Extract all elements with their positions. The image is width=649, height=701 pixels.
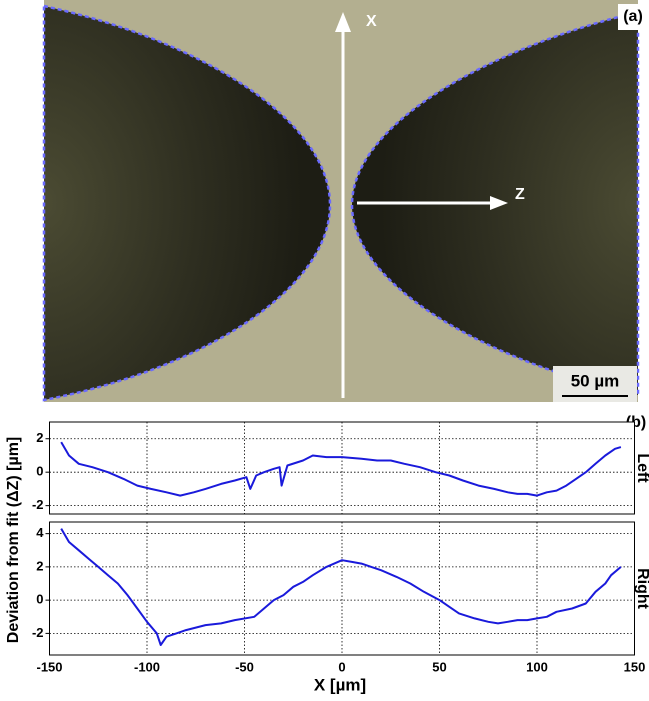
x-tick-label: -150 <box>36 659 62 674</box>
y-axis-title: Deviation from fit (ΔZ) [µm] <box>5 437 22 643</box>
figure: X Z 50 µm (a) (b) X [µm] Deviation from … <box>0 0 649 696</box>
micrograph: X Z 50 µm (a) <box>44 0 649 402</box>
y-tick-label: -2 <box>32 625 44 640</box>
scale-bar-label: 50 µm <box>571 371 620 390</box>
x-tick-label: -50 <box>235 659 254 674</box>
side-label: Left <box>634 453 649 483</box>
x-tick-label: -100 <box>134 659 160 674</box>
y-tick-label: 2 <box>36 558 43 573</box>
y-tick-label: 0 <box>36 592 43 607</box>
x-tick-label: 50 <box>432 659 446 674</box>
y-tick-label: 0 <box>36 464 43 479</box>
x-axis-label: X <box>366 13 377 30</box>
x-axis-title: X [µm] <box>314 675 366 694</box>
side-label: Right <box>634 568 649 610</box>
y-tick-label: -2 <box>32 497 44 512</box>
y-tick-label: 4 <box>36 525 44 540</box>
y-tick-label: 2 <box>36 430 43 445</box>
page: {"image": {"panel_label": "(a)", "axis_x… <box>0 0 649 701</box>
x-tick-label: 100 <box>526 659 548 674</box>
panel-label: (a) <box>623 8 643 25</box>
x-tick-label: 0 <box>338 659 345 674</box>
z-axis-label: Z <box>515 186 525 203</box>
x-tick-label: 150 <box>624 659 646 674</box>
